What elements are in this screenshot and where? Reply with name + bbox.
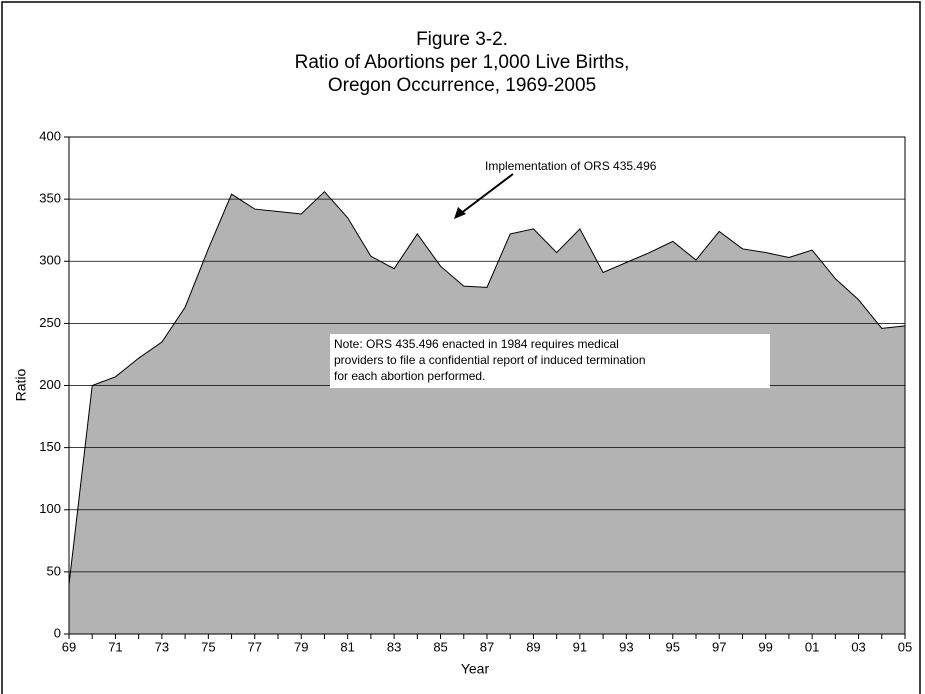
y-tick-label: 0 [54,625,61,640]
x-tick-label: 89 [526,639,540,654]
x-tick-label: 01 [805,639,819,654]
x-tick-label: 95 [666,639,680,654]
area-outline [68,190,906,585]
chart-title: Figure 3-2. [416,29,508,50]
y-tick-label: 250 [39,315,61,330]
x-tick-label: 05 [898,639,912,654]
x-tick-label: 77 [248,639,262,654]
annotation-arrowhead [454,207,466,219]
x-tick-label: 73 [155,639,169,654]
annotation: Implementation of ORS 435.496 [485,159,657,173]
x-tick-label: 03 [851,639,865,654]
x-tick-label: 71 [108,639,122,654]
x-tick-label: 93 [619,639,633,654]
x-tick-label: 97 [712,639,726,654]
chart-title: Ratio of Abortions per 1,000 Live Births… [295,52,630,73]
y-tick-label: 50 [47,563,61,578]
note-text: for each abortion performed. [334,369,485,383]
chart-title: Oregon Occurrence, 1969-2005 [328,75,596,96]
y-tick-label: 100 [39,501,61,516]
x-tick-label: 83 [387,639,401,654]
x-tick-label: 91 [573,639,587,654]
y-axis-title: Ratio [13,368,29,401]
y-tick-label: 300 [39,253,61,268]
x-tick-label: 75 [201,639,215,654]
area [69,191,905,635]
y-tick-label: 150 [39,439,61,454]
x-tick-label: 85 [433,639,447,654]
annotation-arrow [459,173,514,215]
note-text: Note: ORS 435.496 enacted in 1984 requir… [334,337,619,351]
y-tick-label: 350 [39,191,61,206]
x-tick-label: 99 [758,639,772,654]
note-text: providers to file a confidential report … [334,353,646,367]
y-tick-label: 400 [39,128,61,143]
x-tick-label: 69 [62,639,76,654]
x-tick-label: 79 [294,639,308,654]
x-tick-label: 81 [340,639,354,654]
note-box [330,334,770,388]
x-tick-label: 87 [480,639,494,654]
y-tick-label: 200 [39,377,61,392]
x-axis-title: Year [461,661,490,677]
